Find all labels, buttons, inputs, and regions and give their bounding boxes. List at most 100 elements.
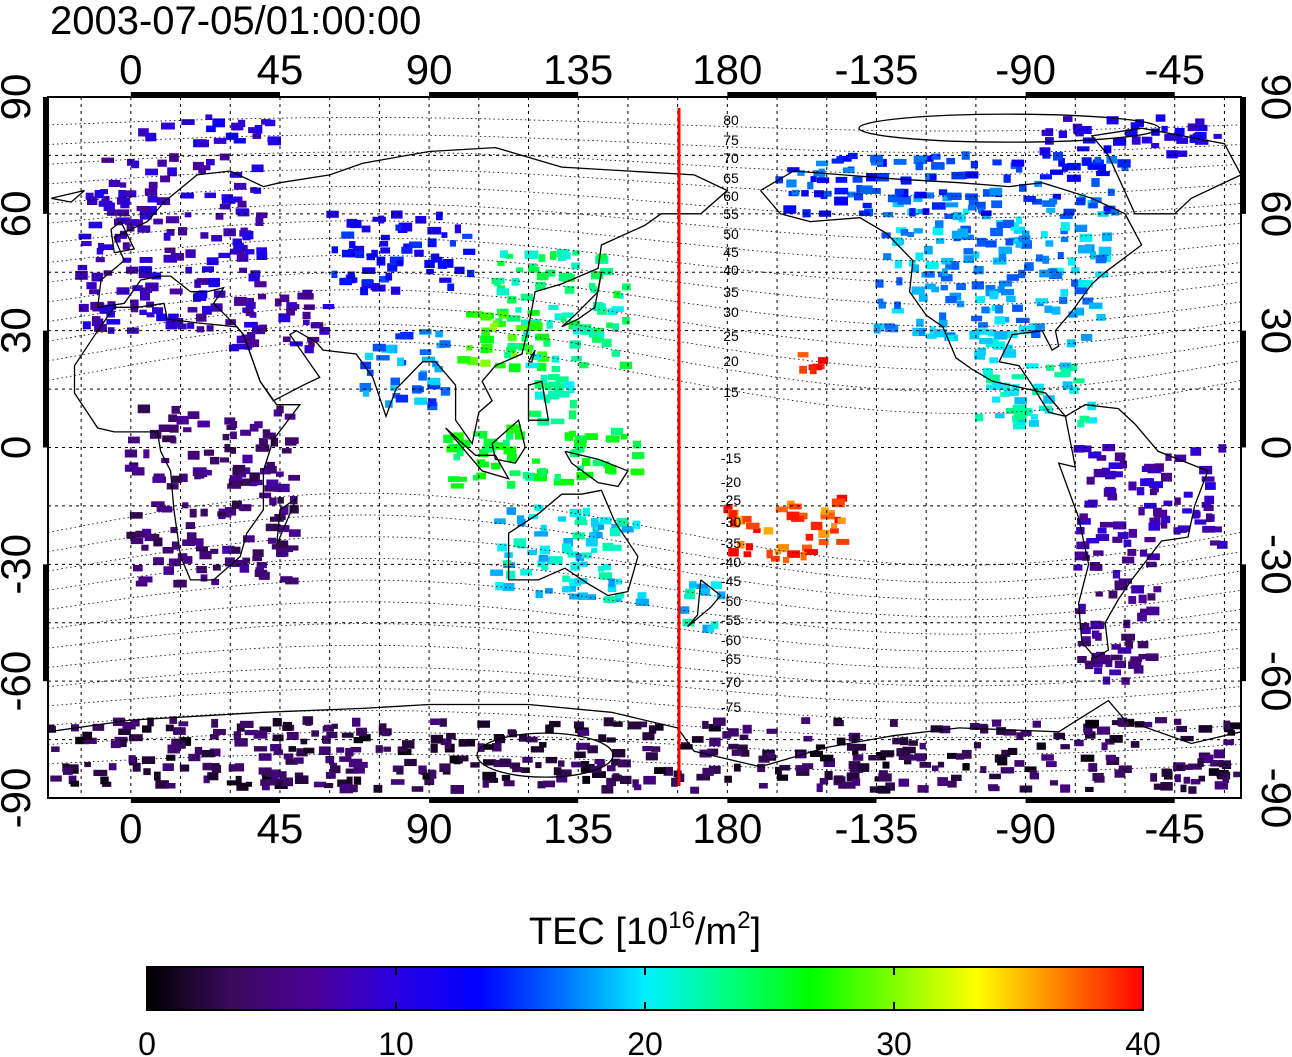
tec-cell (537, 351, 548, 361)
tec-cell (244, 729, 259, 736)
tec-cell (722, 731, 732, 739)
tec-cell (147, 195, 158, 203)
colorbar: TEC [1016/m2] 0 10 20 30 40 (138, 907, 1161, 1057)
tec-cell (145, 135, 152, 142)
tec-cell (973, 251, 980, 259)
tec-cell (1151, 128, 1160, 136)
tec-cell (516, 515, 525, 524)
tec-cell (1039, 147, 1051, 156)
tec-cell (196, 139, 209, 148)
tec-cell (851, 778, 861, 786)
tec-cell (1016, 732, 1024, 741)
tec-cell (538, 555, 548, 562)
tec-cell (480, 347, 488, 354)
tec-cell (303, 304, 315, 310)
tec-cell (1201, 502, 1212, 508)
tec-cell (736, 516, 743, 525)
contour-label: -15 (721, 450, 741, 466)
tec-cell (589, 283, 596, 289)
tec-cell (1020, 240, 1032, 249)
tec-cell (611, 427, 624, 436)
tec-cell (900, 229, 909, 236)
tec-cell (1111, 720, 1118, 726)
tec-cell (83, 737, 97, 744)
tec-cell (1182, 764, 1193, 770)
tec-cell (617, 759, 631, 768)
tec-cell (574, 751, 586, 759)
tec-cell (124, 219, 131, 226)
tec-cell (1061, 368, 1071, 377)
tec-cell (696, 583, 708, 589)
tec-cell (590, 286, 598, 293)
tec-cell (797, 352, 809, 358)
tec-cell (1011, 159, 1025, 167)
tec-cell (472, 431, 483, 437)
tec-cell (177, 323, 187, 330)
contour-line (48, 151, 1241, 175)
tec-cell (902, 746, 916, 754)
tec-cell (998, 253, 1007, 261)
tec-cell (576, 742, 590, 750)
tec-cell (1040, 231, 1048, 239)
tec-cell (286, 731, 299, 740)
tec-cell (603, 717, 614, 727)
colorbar-tick-label: 30 (876, 1026, 912, 1057)
tec-cell (848, 761, 861, 770)
tec-cell (118, 728, 131, 735)
tec-cell (1005, 408, 1018, 414)
tec-cell (1024, 766, 1037, 773)
tec-cell (430, 734, 444, 744)
tec-cell (545, 724, 554, 733)
tec-cell (509, 470, 521, 476)
tec-cell (689, 582, 697, 588)
tec-cell (613, 721, 623, 727)
tec-cell (1072, 123, 1082, 130)
tec-cell (515, 307, 522, 313)
tec-cell (177, 553, 188, 562)
tec-cell (1142, 721, 1153, 728)
tec-cell (419, 349, 432, 355)
tec-cell (1026, 363, 1039, 369)
south-pole-ring (476, 732, 614, 778)
tec-cell (1190, 447, 1202, 456)
tec-cell (603, 461, 610, 469)
tec-cell (910, 754, 917, 761)
tec-cell (810, 521, 823, 531)
tec-cell (339, 277, 352, 286)
tec-cell (213, 729, 226, 735)
tec-cell (897, 196, 912, 205)
tec-cell (946, 157, 956, 165)
tec-cell (1137, 612, 1147, 622)
tec-cell (742, 724, 752, 734)
tec-cell (1060, 227, 1068, 235)
tec-cell (502, 560, 512, 566)
tec-cell (834, 196, 848, 206)
tec-cell (231, 559, 244, 567)
tec-cell (1198, 725, 1213, 733)
tec-cell (465, 738, 476, 747)
tec-cell (217, 511, 227, 517)
tec-cell (194, 471, 201, 480)
tec-cell (1034, 180, 1042, 187)
tec-cell (1081, 280, 1093, 288)
tec-cell (200, 574, 208, 582)
tec-cell (871, 188, 881, 194)
tec-cell (634, 784, 642, 791)
tec-cell (156, 197, 171, 206)
tec-cell (506, 433, 514, 440)
tec-cell (1113, 137, 1127, 146)
tec-cell (1140, 608, 1150, 614)
tec-cell (1018, 235, 1031, 244)
tec-cell (836, 156, 843, 163)
tec-cell (743, 551, 752, 558)
tec-cell (875, 173, 889, 182)
tec-cell (983, 369, 993, 378)
tec-cell (1150, 773, 1158, 782)
tec-cell (627, 721, 642, 730)
tec-cell (203, 775, 210, 784)
frame-bar-right (1241, 97, 1246, 214)
tec-cell (456, 448, 464, 457)
tec-cell (498, 277, 505, 284)
tec-cell (87, 196, 98, 205)
tec-cell (1074, 224, 1088, 232)
